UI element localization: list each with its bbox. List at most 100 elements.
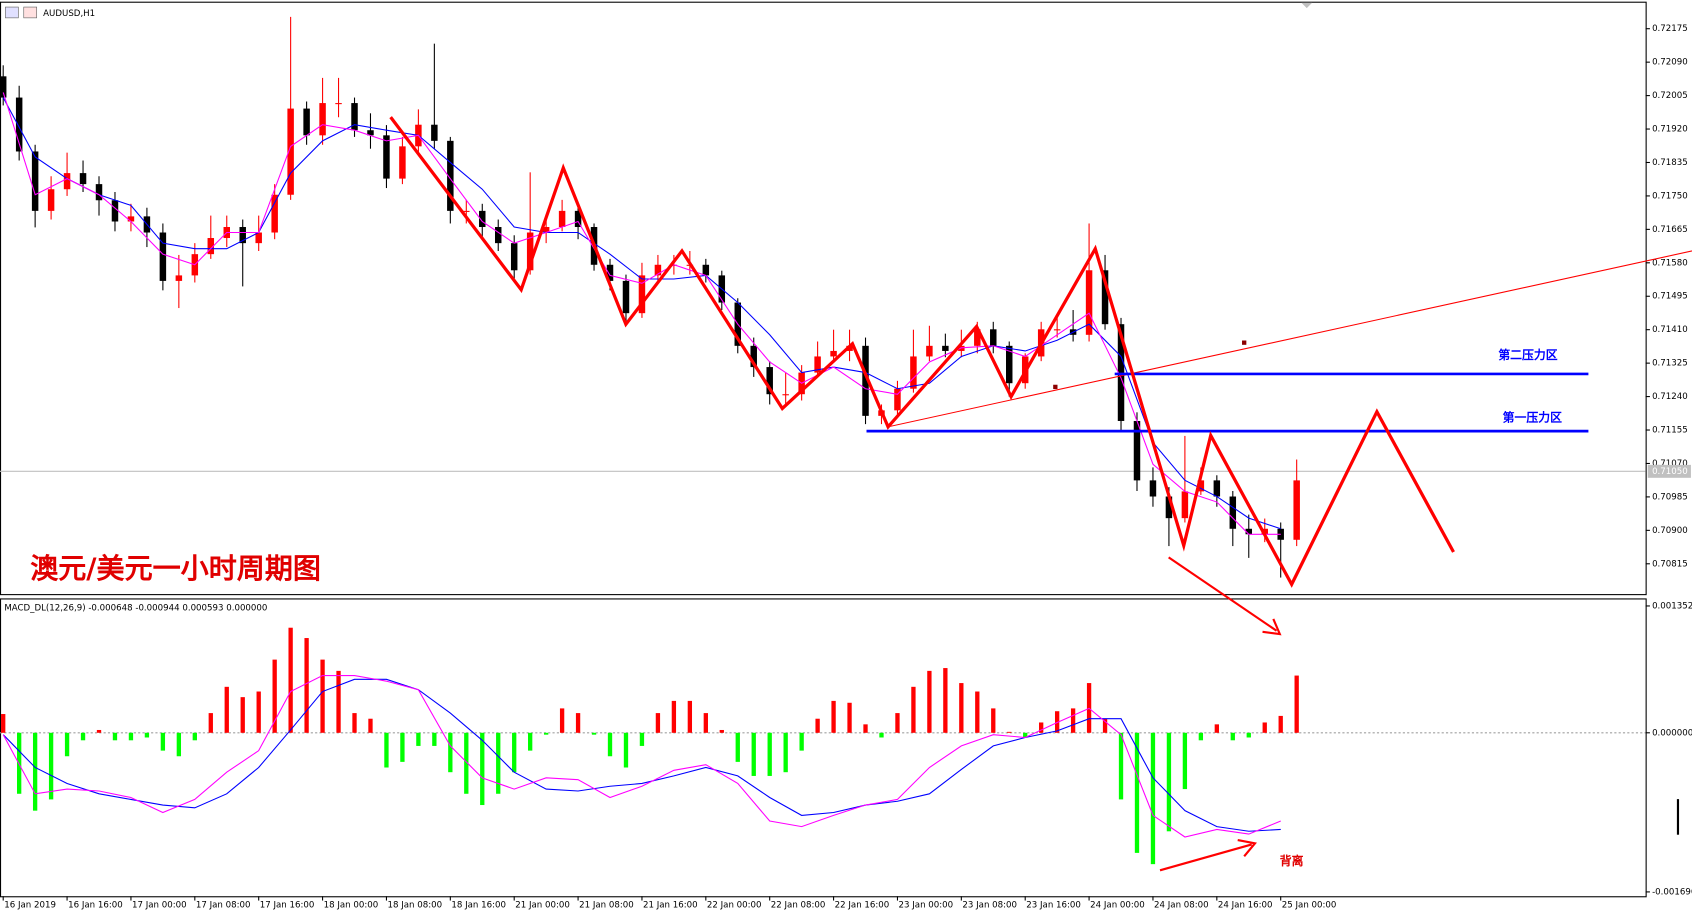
candle-body bbox=[910, 356, 917, 389]
histogram-bar bbox=[192, 732, 197, 741]
candle-body bbox=[95, 184, 103, 201]
candle-body bbox=[47, 189, 55, 211]
candle-body bbox=[1053, 329, 1061, 331]
histogram-bar bbox=[1214, 724, 1219, 733]
histogram-bar bbox=[895, 713, 900, 733]
candle-body bbox=[782, 394, 789, 396]
candle-body bbox=[766, 367, 773, 395]
candle-body bbox=[702, 264, 710, 276]
candle-body bbox=[574, 210, 582, 228]
macd-panel bbox=[0, 598, 1647, 898]
annotation: 背离 bbox=[1280, 854, 1304, 868]
candle-body bbox=[351, 103, 358, 131]
y-tick-label: 0.71835 bbox=[1652, 158, 1688, 168]
histogram-bar bbox=[144, 732, 150, 738]
candle-body bbox=[367, 130, 374, 136]
candle-body bbox=[399, 146, 406, 179]
candle-body bbox=[479, 210, 486, 228]
candle-body bbox=[175, 275, 183, 281]
histogram-bar bbox=[959, 683, 964, 733]
x-tick-label: 18 Jan 16:00 bbox=[451, 900, 506, 910]
line bbox=[2, 678, 1281, 832]
candle-body bbox=[127, 216, 135, 222]
candle-body bbox=[542, 227, 550, 233]
candle-body bbox=[255, 232, 262, 244]
candle-body bbox=[111, 200, 119, 222]
histogram-bar bbox=[783, 732, 788, 773]
histogram-bar bbox=[1166, 732, 1172, 832]
candle-body bbox=[750, 345, 757, 368]
y-tick-label: 0.72090 bbox=[1652, 58, 1688, 68]
histogram-bar bbox=[128, 732, 134, 741]
histogram-bar bbox=[96, 729, 102, 733]
histogram-bar bbox=[224, 686, 229, 733]
histogram-bar bbox=[735, 732, 740, 762]
histogram-bar bbox=[751, 732, 756, 776]
candle-body bbox=[1085, 270, 1093, 335]
histogram-bar bbox=[208, 713, 213, 733]
histogram-bar bbox=[831, 700, 836, 733]
histogram-bar bbox=[1118, 732, 1124, 800]
candle-body bbox=[1005, 345, 1013, 384]
histogram-bar bbox=[432, 732, 437, 746]
histogram-bar bbox=[400, 732, 405, 762]
histogram-bar bbox=[815, 718, 820, 733]
x-tick-label: 23 Jan 08:00 bbox=[962, 900, 1017, 910]
histogram-bar bbox=[655, 713, 661, 733]
y-tick-label: 0.71325 bbox=[1652, 359, 1688, 369]
candle-body bbox=[1181, 491, 1189, 519]
candle-body bbox=[159, 232, 167, 281]
x-tick-label: 22 Jan 16:00 bbox=[835, 900, 890, 910]
x-tick-label: 18 Jan 00:00 bbox=[324, 900, 379, 910]
candle-body bbox=[1293, 480, 1300, 540]
y-tick-label: -0.001696 bbox=[1652, 887, 1692, 897]
candle-body bbox=[606, 264, 614, 281]
x-tick-label: 24 Jan 00:00 bbox=[1090, 900, 1145, 910]
annotation: 第一压力区 bbox=[1503, 411, 1562, 425]
x-tick-label: 18 Jan 08:00 bbox=[388, 900, 443, 910]
histogram-bar bbox=[847, 702, 852, 733]
histogram-bar bbox=[384, 732, 389, 768]
candle-body bbox=[63, 173, 71, 190]
histogram-bar bbox=[1262, 722, 1267, 733]
histogram-bar bbox=[32, 732, 38, 811]
candle-body bbox=[383, 135, 390, 179]
candle-body bbox=[31, 151, 39, 211]
candle-body bbox=[558, 210, 566, 228]
histogram-bar bbox=[240, 697, 245, 733]
histogram-bar bbox=[272, 659, 277, 733]
x-tick-label: 22 Jan 08:00 bbox=[771, 900, 826, 910]
histogram-bar bbox=[559, 708, 565, 733]
histogram-bar bbox=[911, 686, 916, 733]
arrow bbox=[1159, 843, 1253, 872]
line bbox=[2, 97, 1281, 530]
candle-body bbox=[830, 350, 837, 357]
candle-body bbox=[942, 345, 949, 351]
y-tick-label: 0.71580 bbox=[1652, 258, 1688, 268]
candle-body bbox=[335, 103, 342, 105]
x-tick-label: 23 Jan 00:00 bbox=[899, 900, 954, 910]
x-tick-label: 17 Jan 00:00 bbox=[132, 900, 187, 910]
histogram-bar bbox=[1198, 732, 1204, 741]
histogram-bar bbox=[80, 732, 86, 741]
candle-body bbox=[654, 264, 662, 276]
histogram-bar bbox=[591, 732, 597, 735]
candle-body bbox=[526, 232, 534, 271]
y-tick-label: 0.000000 bbox=[1652, 728, 1692, 738]
y-tick-label: 0.72005 bbox=[1652, 91, 1688, 101]
x-tick-label: 16 Jan 16:00 bbox=[68, 900, 123, 910]
histogram-bar bbox=[623, 732, 629, 768]
x-tick-label: 22 Jan 00:00 bbox=[707, 900, 762, 910]
chart-title: AUDUSD,H1 bbox=[43, 9, 95, 19]
histogram-bar bbox=[288, 627, 293, 733]
candle-body bbox=[319, 103, 326, 136]
x-tick-label: 21 Jan 00:00 bbox=[515, 900, 570, 910]
candle-body bbox=[1197, 480, 1205, 492]
x-tick-label: 24 Jan 08:00 bbox=[1154, 900, 1209, 910]
candle-body bbox=[303, 108, 310, 136]
x-tick-label: 21 Jan 16:00 bbox=[643, 900, 698, 910]
histogram-bar bbox=[512, 732, 517, 773]
histogram-bar bbox=[496, 732, 501, 794]
